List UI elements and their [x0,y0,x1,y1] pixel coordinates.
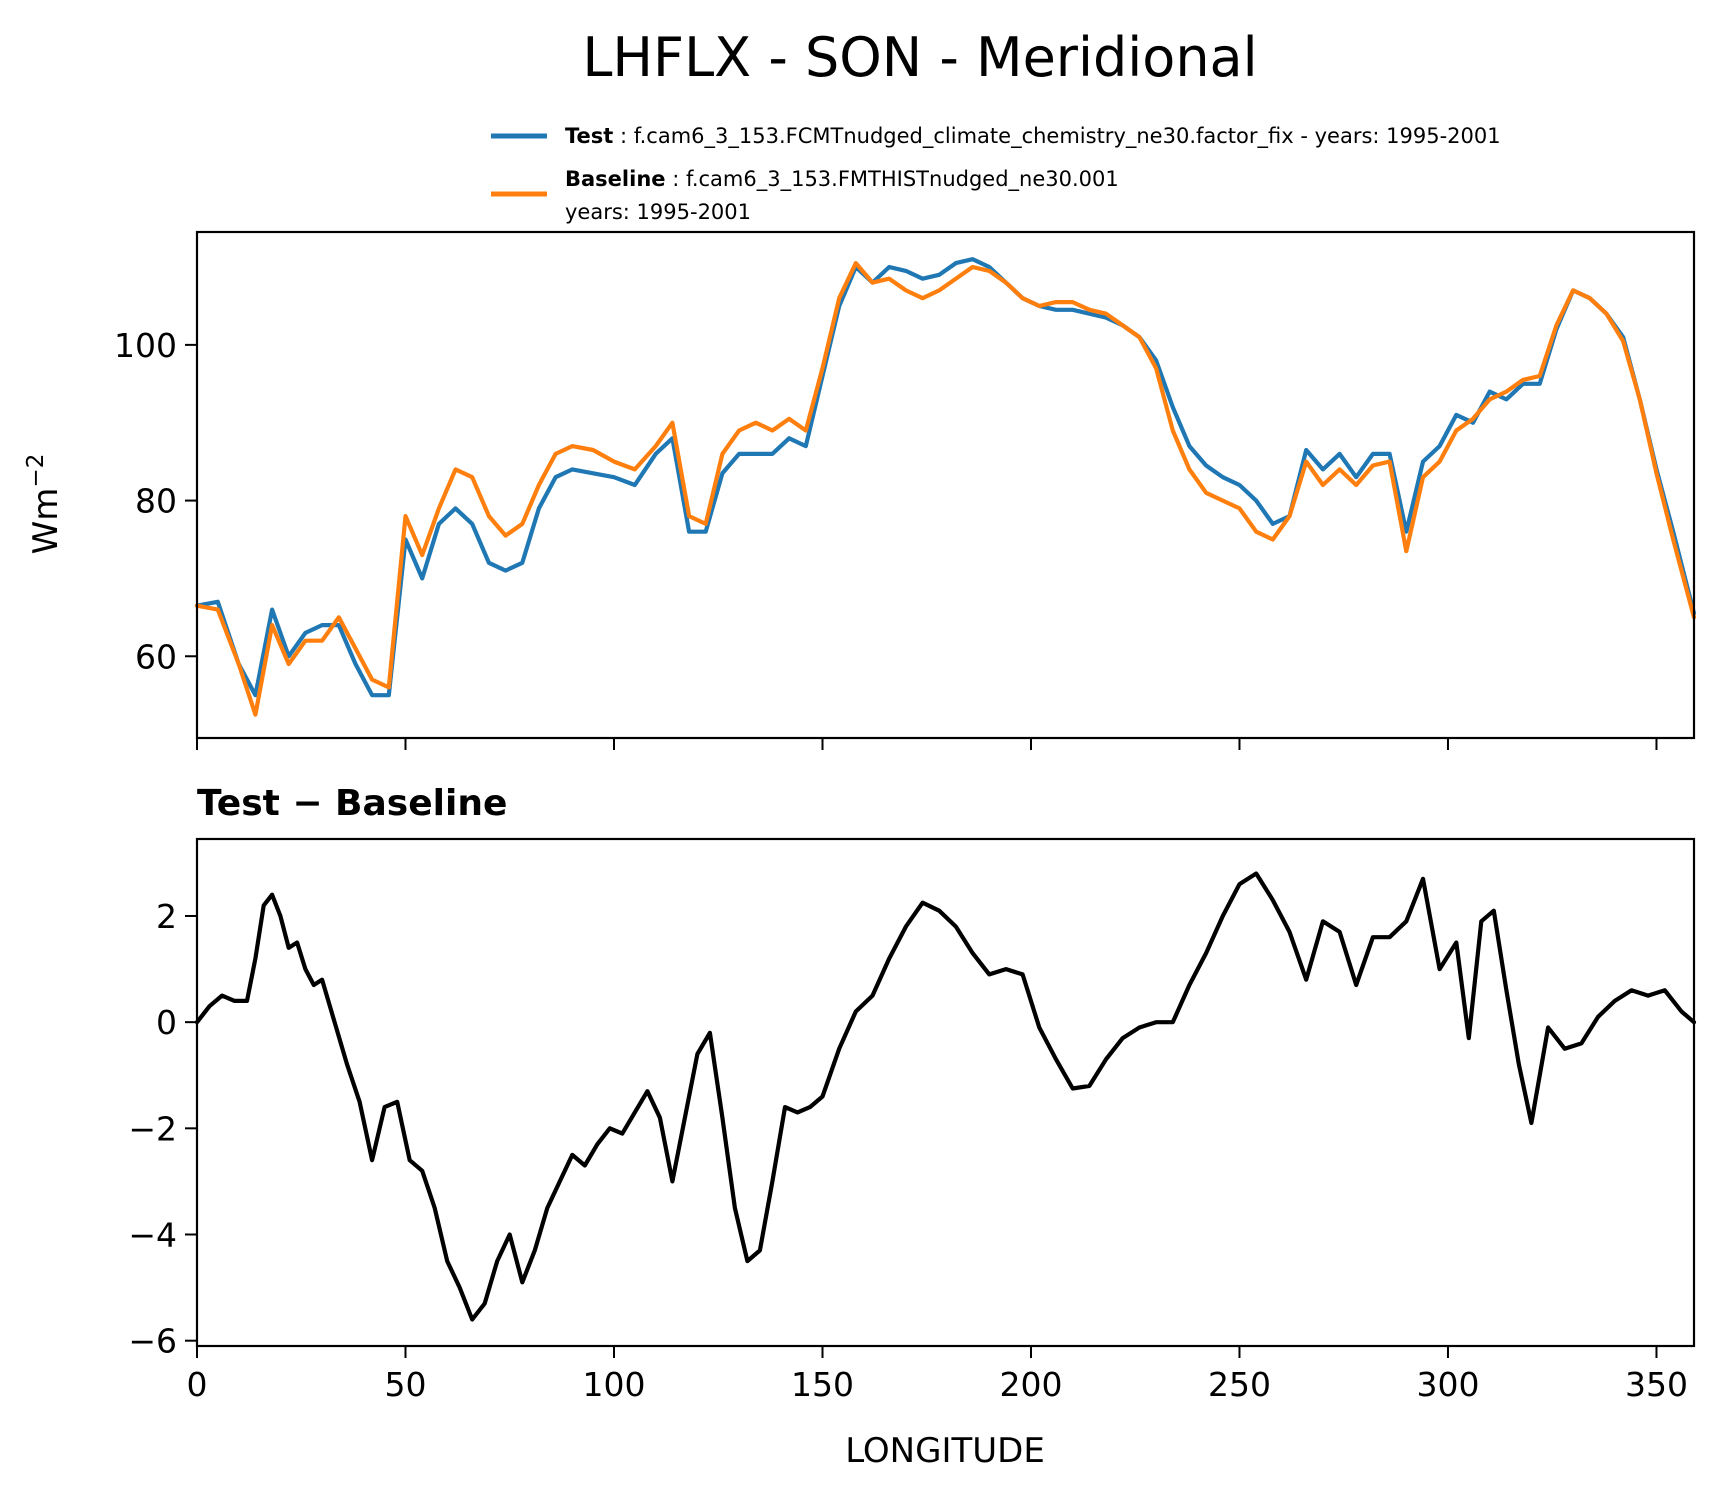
legend-baseline-bold: Baseline [565,167,666,191]
y-tick-label: −4 [128,1216,177,1255]
top-panel: 60 80 100 [114,230,1697,750]
legend-test-bold: Test [565,124,613,148]
x-tick-label: 150 [791,1365,854,1404]
plot-frame [195,837,1696,1348]
legend-baseline-sep: : [666,167,686,191]
legend-test-sep: : [613,124,633,148]
legend-label-test: Test : f.cam6_3_153.FCMTnudged_climate_c… [565,124,1501,149]
y-tick-label: 60 [135,637,177,676]
bottom-panel: 0 50 100 150 200 250 300 350 −6 −4 −2 0 2 [128,837,1697,1404]
legend-baseline-text: f.cam6_3_153.FMTHISTnudged_ne30.001 [686,167,1119,192]
y-tick-label: 80 [135,482,177,521]
y-tick-label: −6 [128,1322,177,1361]
series-line-test [194,257,1697,698]
plot-frame [195,230,1696,740]
x-axis-label: LONGITUDE [845,1431,1045,1471]
x-tick-label: 250 [1208,1365,1271,1404]
x-tick-label: 100 [582,1365,645,1404]
y-tick-label: −2 [128,1109,177,1148]
y-tick-label: 0 [156,1003,177,1042]
series-line-test-baseline [194,871,1697,1322]
legend-baseline-text2: years: 1995-2001 [565,200,751,224]
x-tick-label: 0 [187,1365,208,1404]
figure-title: LHFLX - SON - Meridional [582,26,1257,89]
legend: Test : f.cam6_3_153.FCMTnudged_climate_c… [491,124,1501,224]
x-tick-label: 200 [999,1365,1062,1404]
x-tick-label: 300 [1416,1365,1479,1404]
x-tick-label: 350 [1625,1365,1688,1404]
bottom-panel-title: Test − Baseline [197,783,507,824]
y-tick-label: 2 [156,897,177,936]
legend-label-baseline: Baseline : f.cam6_3_153.FMTHISTnudged_ne… [565,167,1119,192]
legend-test-text: f.cam6_3_153.FCMTnudged_climate_chemistr… [634,124,1501,149]
x-tick-label: 50 [384,1365,426,1404]
y-tick-label: 100 [114,326,177,365]
series-line-baseline [194,261,1697,717]
top-y-axis-label: Wm−2 [23,454,66,555]
